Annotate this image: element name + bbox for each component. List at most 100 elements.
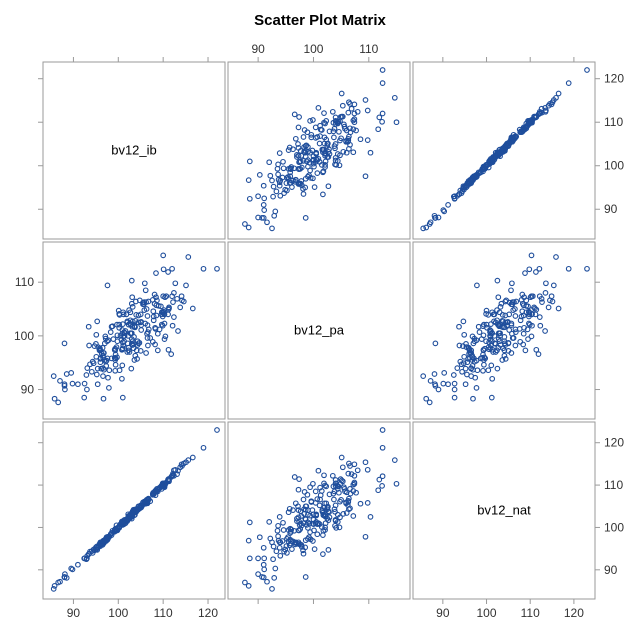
data-point	[320, 169, 326, 176]
data-point	[121, 338, 127, 345]
data-point	[549, 298, 556, 305]
data-point	[302, 215, 309, 221]
data-point	[84, 386, 90, 393]
data-point	[516, 326, 523, 332]
data-point	[376, 476, 383, 483]
data-point	[454, 365, 461, 371]
data-point	[269, 586, 275, 592]
data-point	[106, 367, 113, 374]
data-point	[96, 347, 103, 354]
data-point	[287, 536, 294, 543]
data-point	[304, 491, 311, 498]
data-point	[274, 527, 281, 534]
data-point	[536, 314, 543, 320]
data-point	[329, 472, 336, 479]
data-point	[321, 500, 328, 507]
data-point	[322, 511, 329, 518]
data-point	[295, 181, 302, 187]
data-point	[307, 118, 313, 124]
data-point	[338, 497, 344, 503]
data-point	[165, 311, 171, 318]
data-point	[160, 293, 167, 300]
data-point	[285, 147, 292, 153]
data-point	[311, 163, 317, 170]
data-point	[333, 525, 340, 531]
variable-label: bv12_ib	[111, 143, 157, 158]
data-point	[553, 94, 559, 101]
data-point	[94, 381, 101, 388]
data-point	[526, 309, 533, 316]
data-point	[528, 293, 535, 300]
data-point	[284, 550, 290, 556]
data-point	[505, 348, 512, 354]
data-point	[457, 358, 464, 365]
data-point	[351, 101, 358, 108]
data-point	[526, 320, 532, 327]
data-point	[519, 127, 526, 134]
data-point	[284, 536, 290, 542]
data-point	[469, 333, 476, 340]
data-point	[376, 114, 383, 121]
data-point	[555, 90, 562, 97]
data-point	[50, 373, 57, 379]
data-point	[280, 527, 287, 533]
data-point	[166, 305, 172, 312]
data-point	[119, 346, 125, 353]
data-point	[542, 105, 548, 111]
data-point	[154, 347, 161, 354]
data-point	[134, 356, 140, 362]
data-point	[325, 148, 332, 155]
data-point	[528, 333, 535, 340]
data-point	[517, 317, 524, 324]
data-point	[492, 341, 499, 347]
panel-bv12_pa-vs-bv12_ib	[42, 241, 226, 420]
data-point	[175, 328, 181, 334]
data-point	[57, 378, 63, 384]
data-point	[183, 282, 189, 289]
data-point	[142, 287, 149, 294]
data-point	[584, 265, 590, 272]
data-point	[106, 385, 112, 391]
data-point	[512, 306, 518, 312]
panel-bv12_nat-vs-bv12_nat: bv12_nat	[412, 421, 596, 600]
data-point	[177, 304, 184, 311]
data-point	[353, 489, 359, 496]
x-tick-label: 90	[67, 606, 81, 620]
data-point	[266, 159, 273, 166]
data-point	[522, 270, 528, 276]
data-point	[128, 336, 135, 342]
data-point	[312, 158, 319, 165]
data-point	[153, 312, 160, 319]
data-point	[260, 544, 267, 551]
data-point	[427, 219, 434, 226]
data-point	[445, 381, 451, 388]
data-point	[357, 136, 364, 143]
data-point	[490, 157, 497, 164]
data-point	[69, 380, 76, 387]
data-point	[255, 214, 261, 221]
data-point	[316, 502, 323, 509]
x-tick-label: 110	[359, 42, 378, 56]
data-point	[348, 105, 355, 112]
data-point	[519, 291, 526, 298]
variable-label: bv12_pa	[294, 323, 345, 338]
data-point	[456, 191, 463, 197]
data-point	[311, 546, 318, 552]
y-tick-label: 100	[604, 159, 624, 173]
data-point	[267, 172, 274, 179]
data-point	[310, 480, 316, 487]
data-point	[325, 154, 332, 160]
data-point	[423, 395, 430, 402]
data-point	[461, 331, 468, 338]
data-point	[185, 457, 192, 463]
data-point	[346, 460, 352, 467]
data-point	[584, 67, 590, 73]
data-point	[101, 366, 107, 373]
data-point	[364, 107, 371, 114]
data-point	[137, 348, 144, 354]
data-point	[55, 399, 62, 406]
data-point	[460, 343, 466, 349]
data-point	[502, 298, 509, 305]
data-point	[475, 169, 482, 176]
